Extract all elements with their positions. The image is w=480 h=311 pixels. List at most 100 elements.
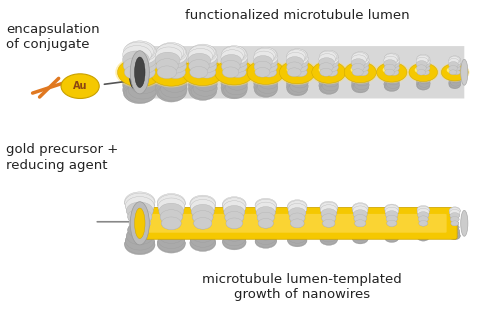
Circle shape: [195, 77, 217, 91]
Circle shape: [262, 67, 276, 77]
Circle shape: [256, 202, 276, 215]
Circle shape: [132, 71, 156, 87]
Circle shape: [288, 208, 306, 219]
Circle shape: [351, 55, 366, 64]
Circle shape: [156, 44, 184, 62]
Circle shape: [418, 212, 429, 219]
Circle shape: [156, 52, 180, 68]
Circle shape: [256, 228, 275, 240]
Circle shape: [258, 218, 273, 228]
Circle shape: [247, 60, 285, 84]
Circle shape: [452, 73, 461, 79]
Circle shape: [157, 235, 185, 253]
Circle shape: [288, 82, 308, 95]
Circle shape: [224, 47, 247, 62]
Text: gold precursor +: gold precursor +: [6, 143, 119, 156]
Circle shape: [161, 217, 181, 230]
Circle shape: [320, 83, 337, 94]
Circle shape: [354, 55, 369, 64]
Circle shape: [420, 61, 430, 68]
Circle shape: [352, 233, 368, 243]
Circle shape: [421, 69, 430, 75]
Circle shape: [228, 72, 247, 84]
Circle shape: [353, 231, 368, 241]
Circle shape: [188, 81, 213, 96]
Circle shape: [221, 47, 245, 62]
Circle shape: [320, 68, 332, 76]
Circle shape: [128, 209, 152, 225]
Circle shape: [159, 83, 187, 101]
Circle shape: [130, 76, 157, 94]
Circle shape: [389, 69, 399, 76]
Circle shape: [190, 234, 216, 250]
Circle shape: [190, 84, 216, 100]
Circle shape: [324, 73, 338, 82]
Circle shape: [357, 69, 368, 76]
Circle shape: [321, 205, 337, 216]
Circle shape: [125, 197, 154, 215]
Circle shape: [321, 228, 336, 238]
Circle shape: [188, 48, 213, 64]
Circle shape: [322, 224, 336, 233]
Circle shape: [190, 196, 216, 213]
Circle shape: [126, 202, 153, 219]
Circle shape: [258, 51, 278, 64]
Circle shape: [450, 228, 459, 234]
Text: Au: Au: [73, 81, 87, 91]
Circle shape: [384, 204, 399, 213]
Circle shape: [156, 59, 178, 73]
Circle shape: [223, 231, 245, 246]
Circle shape: [190, 195, 216, 212]
Circle shape: [129, 216, 150, 230]
Circle shape: [126, 64, 142, 74]
Circle shape: [289, 213, 305, 223]
Ellipse shape: [461, 59, 468, 85]
Circle shape: [354, 80, 369, 90]
Circle shape: [323, 58, 339, 67]
Circle shape: [225, 223, 244, 235]
Circle shape: [417, 231, 429, 238]
Circle shape: [157, 195, 185, 212]
Circle shape: [221, 81, 243, 95]
Circle shape: [223, 234, 246, 249]
Circle shape: [384, 73, 395, 81]
Circle shape: [288, 231, 307, 243]
Circle shape: [351, 80, 366, 90]
Circle shape: [453, 70, 460, 75]
Text: functionalized microtubule lumen: functionalized microtubule lumen: [185, 9, 409, 22]
Circle shape: [453, 70, 460, 75]
Circle shape: [125, 234, 155, 253]
Circle shape: [258, 80, 278, 94]
Circle shape: [449, 232, 460, 239]
Circle shape: [451, 77, 461, 83]
Circle shape: [451, 221, 458, 226]
Circle shape: [245, 59, 287, 86]
Circle shape: [255, 199, 276, 213]
Circle shape: [448, 79, 459, 86]
Circle shape: [451, 58, 461, 65]
Circle shape: [418, 81, 430, 89]
Circle shape: [384, 77, 396, 85]
Circle shape: [355, 220, 366, 227]
Circle shape: [321, 209, 336, 219]
Circle shape: [386, 56, 400, 65]
Circle shape: [182, 59, 223, 86]
Circle shape: [449, 73, 457, 79]
Ellipse shape: [461, 210, 468, 236]
Circle shape: [129, 216, 150, 230]
Circle shape: [192, 223, 213, 236]
Circle shape: [228, 60, 247, 72]
Circle shape: [124, 192, 155, 211]
Circle shape: [256, 228, 275, 240]
Ellipse shape: [134, 208, 145, 239]
Circle shape: [122, 81, 151, 99]
Circle shape: [253, 56, 273, 68]
Circle shape: [320, 233, 337, 244]
Circle shape: [419, 220, 428, 226]
Circle shape: [320, 68, 332, 76]
Circle shape: [442, 64, 468, 81]
Circle shape: [287, 65, 299, 73]
Circle shape: [126, 227, 153, 245]
Circle shape: [322, 80, 339, 91]
Circle shape: [352, 203, 368, 214]
